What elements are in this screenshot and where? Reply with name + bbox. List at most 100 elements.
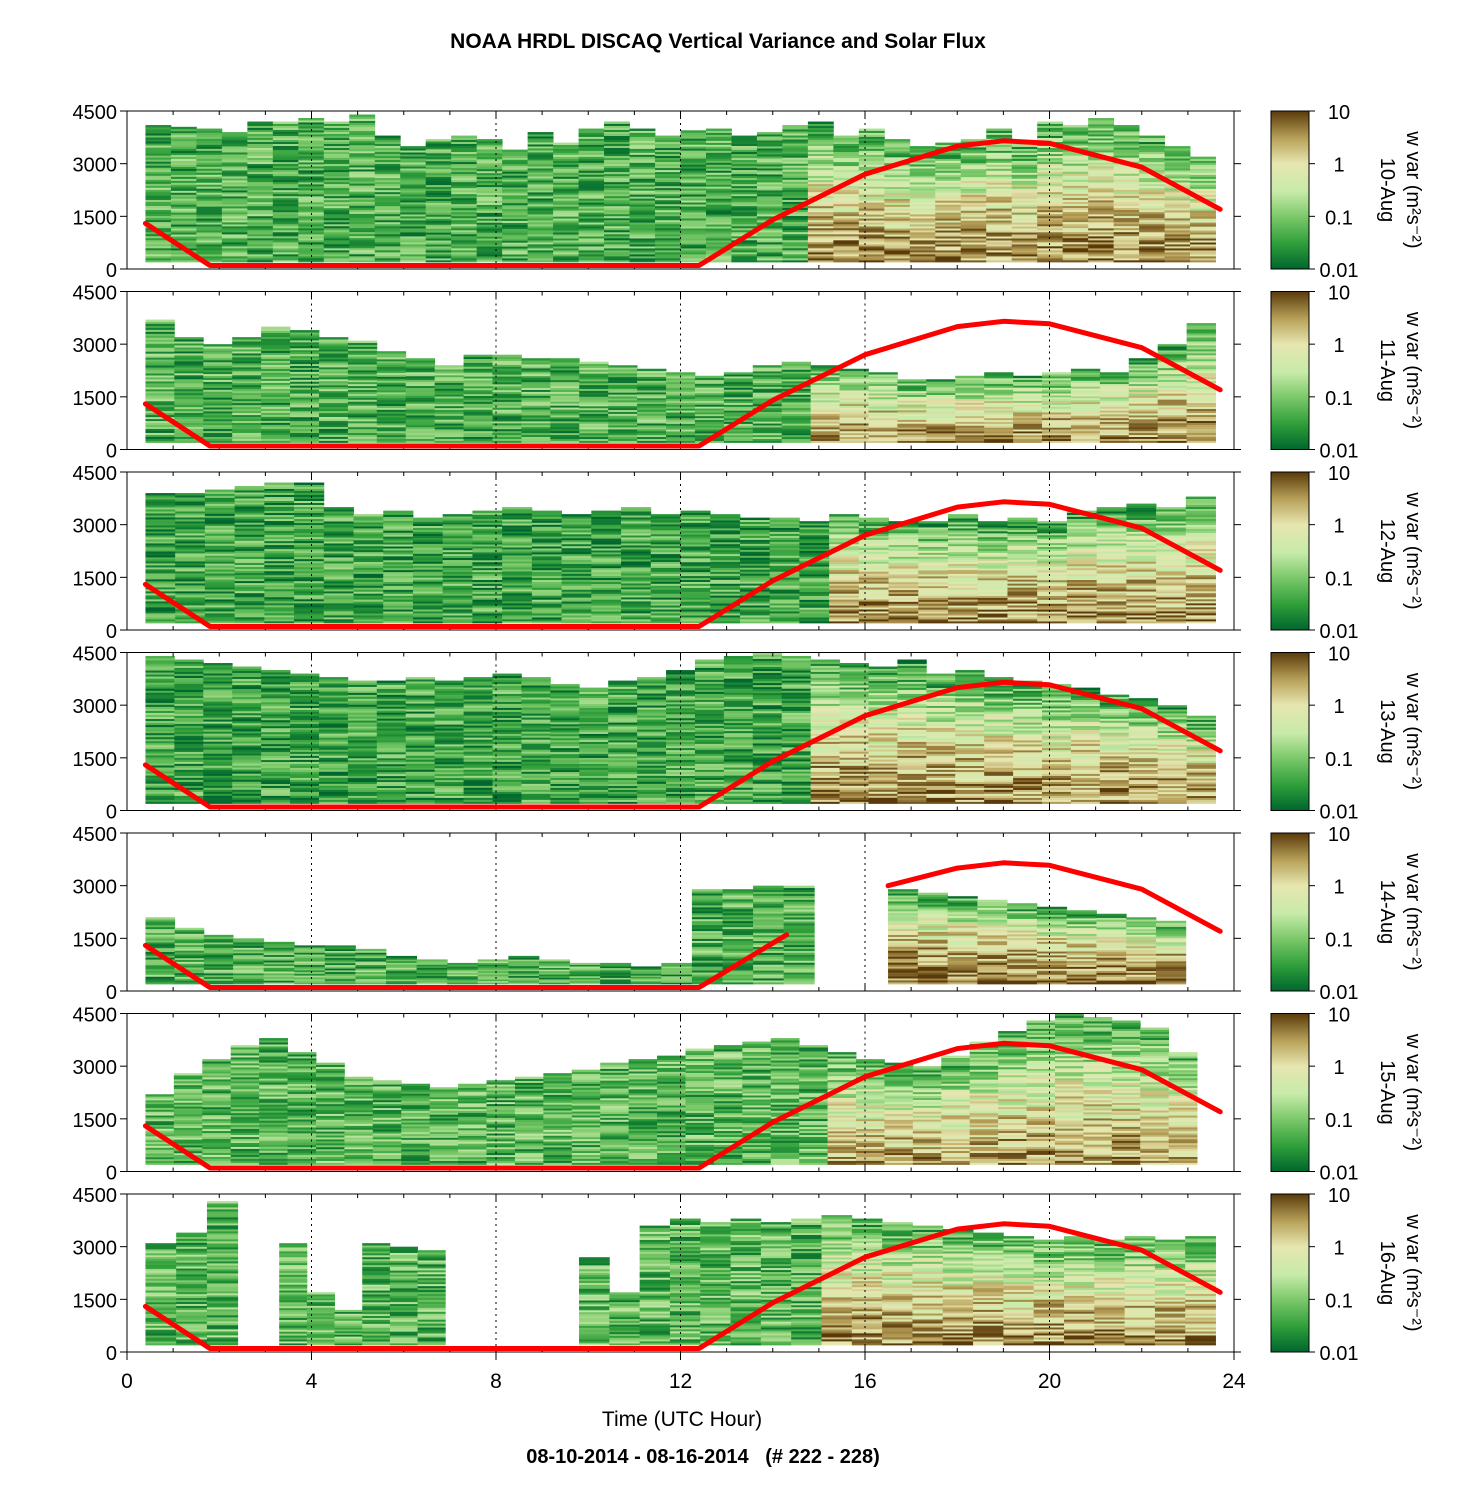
- heatmap-cell: [170, 186, 197, 189]
- heatmap-cell: [527, 154, 554, 157]
- heatmap-cell: [1164, 257, 1191, 261]
- heatmap-cell: [434, 440, 464, 443]
- heatmap-cell: [1186, 428, 1216, 431]
- heatmap-cell: [705, 156, 732, 159]
- heatmap-cell: [1062, 155, 1089, 158]
- heatmap-cell: [527, 212, 554, 215]
- heatmap-cell: [221, 228, 248, 231]
- heatmap-cell: [955, 413, 985, 417]
- heatmap-cells: [145, 319, 1216, 443]
- heatmap-cell: [629, 176, 656, 179]
- heatmap-cell: [858, 162, 885, 165]
- heatmap-cell: [145, 169, 172, 172]
- heatmap-cell: [984, 408, 1014, 411]
- heatmap-cell: [290, 357, 320, 361]
- heatmap-cell: [782, 191, 809, 194]
- heatmap-cell: [608, 425, 638, 428]
- heatmap-cell: [425, 160, 452, 164]
- heatmap-cell: [174, 341, 204, 344]
- heatmap-cell: [1037, 191, 1064, 195]
- heatmap-cell: [323, 227, 350, 231]
- heatmap-cell: [909, 168, 936, 171]
- heatmap-cell: [629, 178, 656, 181]
- heatmap-cell: [1062, 175, 1089, 178]
- heatmap-cell: [232, 398, 262, 402]
- heatmap-cell: [604, 215, 630, 219]
- heatmap-cell: [935, 230, 962, 233]
- heatmap-cell: [232, 343, 262, 346]
- heatmap-cell: [839, 413, 869, 416]
- heatmap-cell: [986, 236, 1013, 239]
- heatmap-cell: [175, 517, 206, 520]
- heatmap-cell: [170, 228, 197, 231]
- heatmap-cell: [145, 331, 175, 334]
- heatmap-cell: [884, 141, 911, 144]
- heatmap-cell: [1157, 409, 1188, 412]
- heatmap-cell: [884, 214, 911, 217]
- heatmap-cell: [1164, 180, 1191, 183]
- heatmap-cell: [897, 423, 927, 426]
- heatmap-cell: [984, 425, 1014, 428]
- heatmap-cell: [264, 544, 295, 548]
- heatmap-cell: [492, 430, 522, 434]
- heatmap-cell: [578, 198, 605, 201]
- heatmap-cell: [839, 368, 869, 372]
- heatmap-cell: [204, 543, 236, 546]
- heatmap-cell: [376, 368, 407, 372]
- heatmap-cell: [451, 157, 478, 161]
- heatmap-cell: [349, 167, 376, 170]
- heatmap-cell: [1157, 397, 1188, 400]
- heatmap-cell: [232, 349, 262, 352]
- heatmap-cell: [145, 221, 172, 225]
- heatmap-cell: [204, 493, 236, 496]
- heatmap-cell: [1157, 393, 1188, 396]
- heatmap-cell: [807, 161, 834, 165]
- heatmap-cell: [1037, 165, 1064, 169]
- heatmap-cell: [323, 221, 350, 225]
- heatmap-cell: [637, 428, 667, 432]
- heatmap-cell: [781, 394, 812, 397]
- heatmap-cell: [492, 436, 522, 439]
- heatmap-cell: [145, 549, 176, 552]
- heatmap-cell: [960, 154, 987, 158]
- heatmap-cell: [527, 253, 554, 257]
- heatmap-cell: [1037, 255, 1064, 259]
- heatmap-cell: [935, 164, 962, 167]
- heatmap-cell: [579, 367, 609, 370]
- heatmap-cell: [579, 409, 609, 413]
- heatmap-cell: [261, 364, 291, 367]
- heatmap-cell: [272, 229, 299, 233]
- heatmap-cell: [839, 415, 869, 418]
- heatmap-cell: [731, 209, 758, 213]
- heatmap-cell: [434, 396, 464, 399]
- heatmap-cell: [629, 259, 656, 263]
- heatmap-cell: [897, 429, 927, 432]
- heatmap-cell: [247, 121, 274, 124]
- heatmap-cell: [782, 255, 809, 259]
- heatmap-cell: [1099, 423, 1130, 426]
- heatmap-cell: [400, 220, 427, 223]
- heatmap-cell: [174, 351, 204, 354]
- heatmap-cell: [909, 150, 936, 153]
- heatmap-cell: [323, 557, 354, 560]
- heatmap-cell: [234, 568, 265, 572]
- heatmap-cell: [196, 136, 223, 139]
- heatmap-cell: [298, 257, 325, 261]
- heatmap-cell: [196, 202, 223, 205]
- heatmap-cell: [204, 591, 236, 594]
- heatmap-cell: [731, 171, 758, 175]
- heatmap-cell: [425, 236, 452, 239]
- heatmap-cell: [521, 415, 551, 418]
- heatmap-cell: [290, 416, 320, 420]
- heatmap-cell: [858, 146, 885, 149]
- heatmap-cell: [1113, 133, 1140, 136]
- heatmap-cell: [476, 230, 503, 233]
- heatmap-cell: [272, 247, 299, 251]
- heatmap-cell: [502, 212, 529, 216]
- heatmap-cell: [955, 408, 985, 411]
- heatmap-cell: [884, 147, 911, 150]
- heatmap-cell: [521, 413, 551, 416]
- heatmap-cell: [579, 380, 609, 384]
- heatmap-cell: [752, 398, 783, 401]
- heatmap-cell: [731, 217, 758, 221]
